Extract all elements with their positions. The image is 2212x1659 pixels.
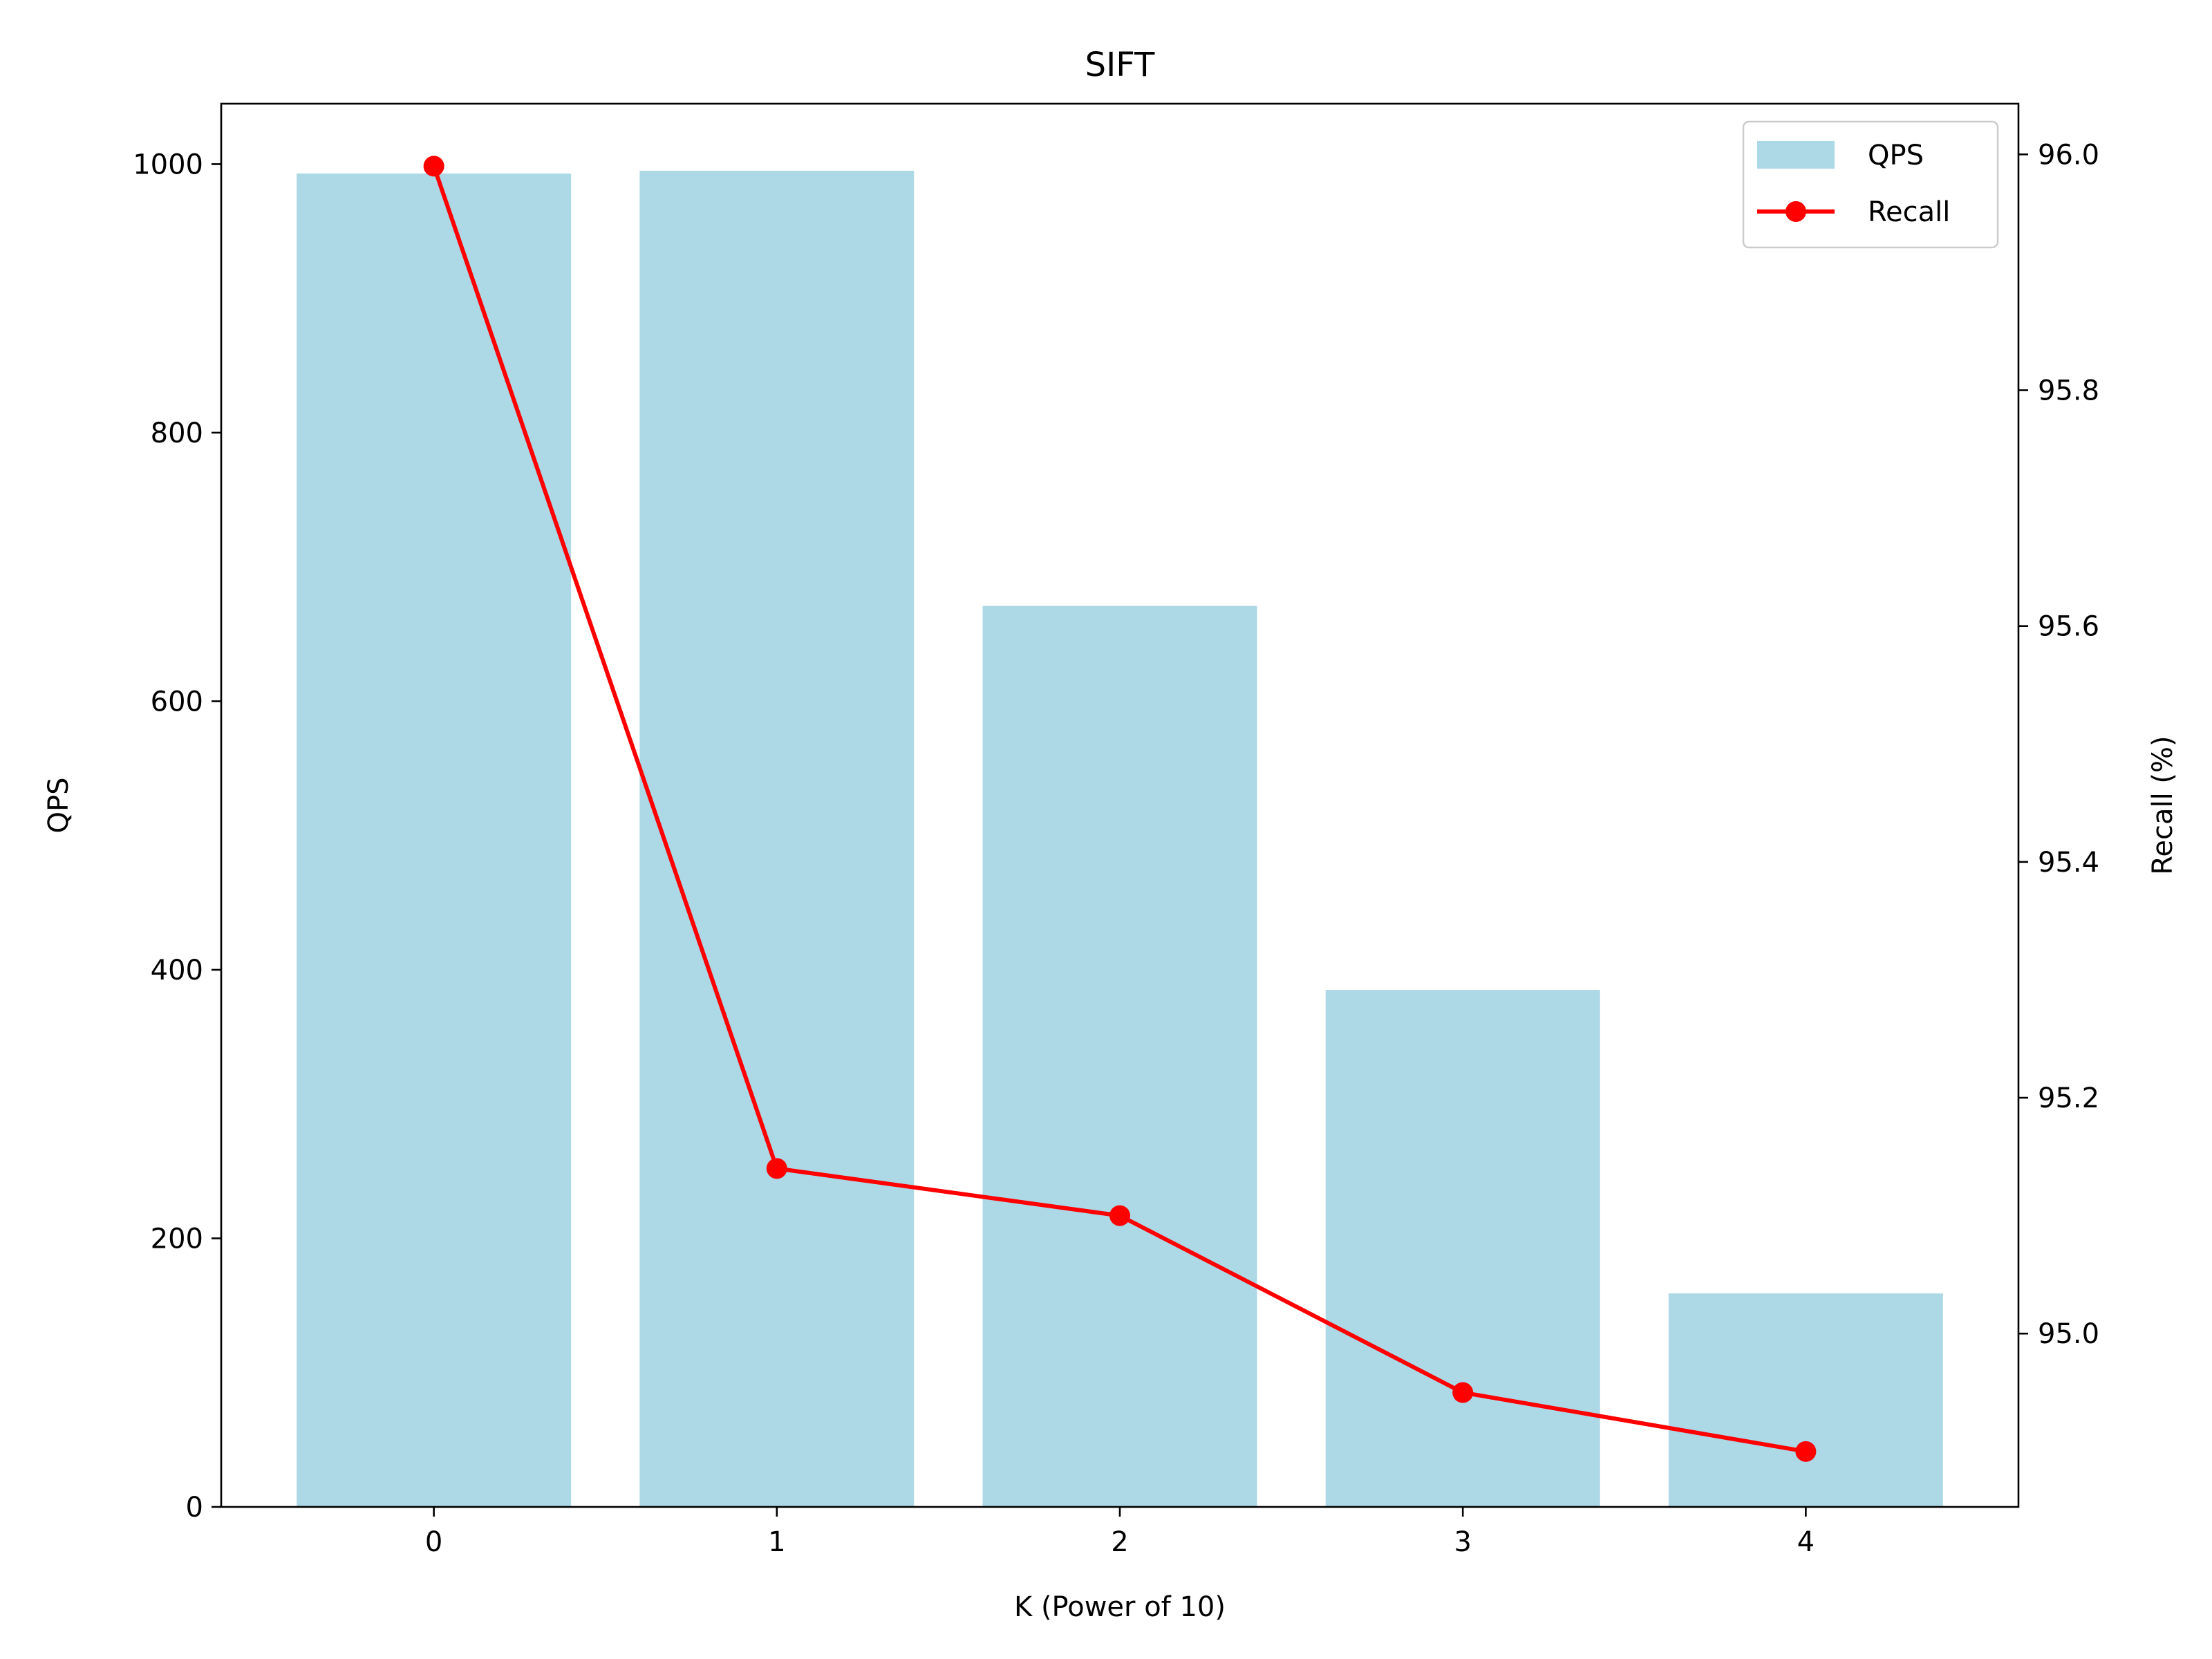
y-tick-label: 400 <box>151 955 203 986</box>
y-tick-label: 600 <box>151 686 203 718</box>
qps-bars <box>297 171 1943 1508</box>
legend-label-qps: QPS <box>1868 140 1924 171</box>
y2-axis-label: Recall (%) <box>2147 735 2179 874</box>
y2-tick-label: 96.0 <box>2038 139 2099 171</box>
recall-point-2 <box>1109 1205 1130 1226</box>
y-tick-label: 0 <box>186 1492 203 1524</box>
y2-tick-label: 95.4 <box>2038 847 2099 879</box>
y-tick-label: 200 <box>151 1223 203 1255</box>
qps-bar-4 <box>1668 1293 1943 1507</box>
y2-tick-label: 95.6 <box>2038 611 2099 643</box>
legend-swatch-recall-marker <box>1785 201 1806 222</box>
y2-tick-label: 95.0 <box>2038 1318 2099 1350</box>
left-y-axis: 0 200 400 600 800 1000 <box>133 149 221 1524</box>
chart-title: SIFT <box>1085 46 1155 84</box>
recall-point-4 <box>1795 1441 1817 1462</box>
y-axis-label: QPS <box>43 778 75 834</box>
qps-bar-1 <box>639 171 915 1508</box>
right-y-axis: 95.0 95.2 95.4 95.6 95.8 96.0 <box>2018 139 2099 1350</box>
legend-label-recall: Recall <box>1868 196 1950 228</box>
recall-point-3 <box>1452 1382 1474 1403</box>
y2-tick-label: 95.8 <box>2038 375 2099 407</box>
recall-point-0 <box>423 156 444 177</box>
x-axis-label: K (Power of 10) <box>1014 1591 1226 1623</box>
x-tick-label: 4 <box>1797 1526 1815 1558</box>
y-tick-label: 800 <box>151 418 203 449</box>
qps-bar-2 <box>982 606 1257 1507</box>
x-tick-label: 3 <box>1454 1526 1471 1558</box>
y2-tick-label: 95.2 <box>2038 1082 2099 1114</box>
y-tick-label: 1000 <box>133 149 203 180</box>
recall-series <box>423 156 1817 1462</box>
x-axis: 0 1 2 3 4 <box>425 1507 1815 1558</box>
recall-point-1 <box>766 1158 787 1179</box>
qps-bar-0 <box>297 174 572 1507</box>
legend: QPS Recall <box>1742 120 1999 249</box>
x-tick-label: 1 <box>768 1526 785 1558</box>
qps-bar-3 <box>1325 990 1600 1507</box>
x-tick-label: 2 <box>1111 1526 1128 1558</box>
x-tick-label: 0 <box>425 1526 442 1558</box>
legend-swatch-qps <box>1757 141 1835 169</box>
